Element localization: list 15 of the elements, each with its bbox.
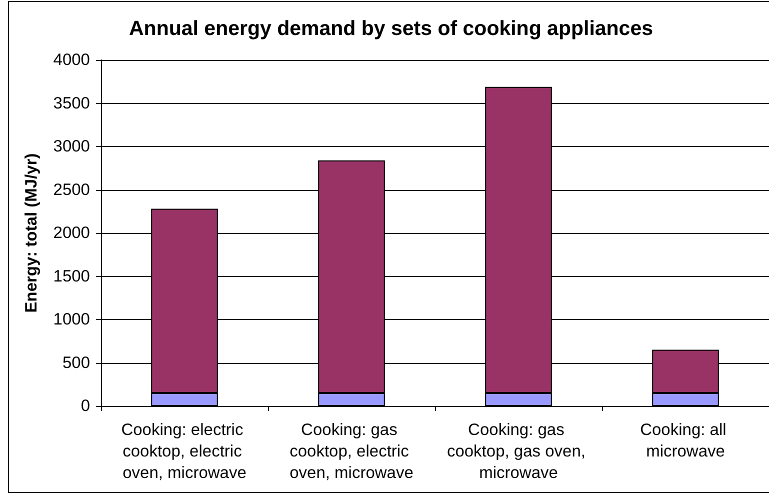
y-tick-label: 3000 [53,138,90,156]
y-tick-label: 500 [62,354,90,372]
x-tick-label: Cooking: all microwave [640,420,731,460]
x-tick-label: Cooking: electric cooktop, electric oven, microwave [121,420,248,482]
y-tick-label: 4000 [53,51,90,69]
y-tick-label: 1500 [53,267,90,286]
y-axis-title: Energy: total (MJ/yr) [22,153,40,313]
y-tick-label: 0 [80,397,90,415]
y-tick-label: 2000 [53,224,90,242]
y-tick-label: 2500 [53,180,90,199]
x-tick-label: Cooking: gas cooktop, gas oven, microwave [446,420,590,482]
x-tick-label: Cooking: gas cooktop, electric oven, microwave [290,420,414,482]
y-tick-label: 3500 [53,94,90,112]
y-tick-label: 1000 [53,310,90,328]
chart-title: Annual energy demand by sets of cooking appliances [128,17,654,40]
